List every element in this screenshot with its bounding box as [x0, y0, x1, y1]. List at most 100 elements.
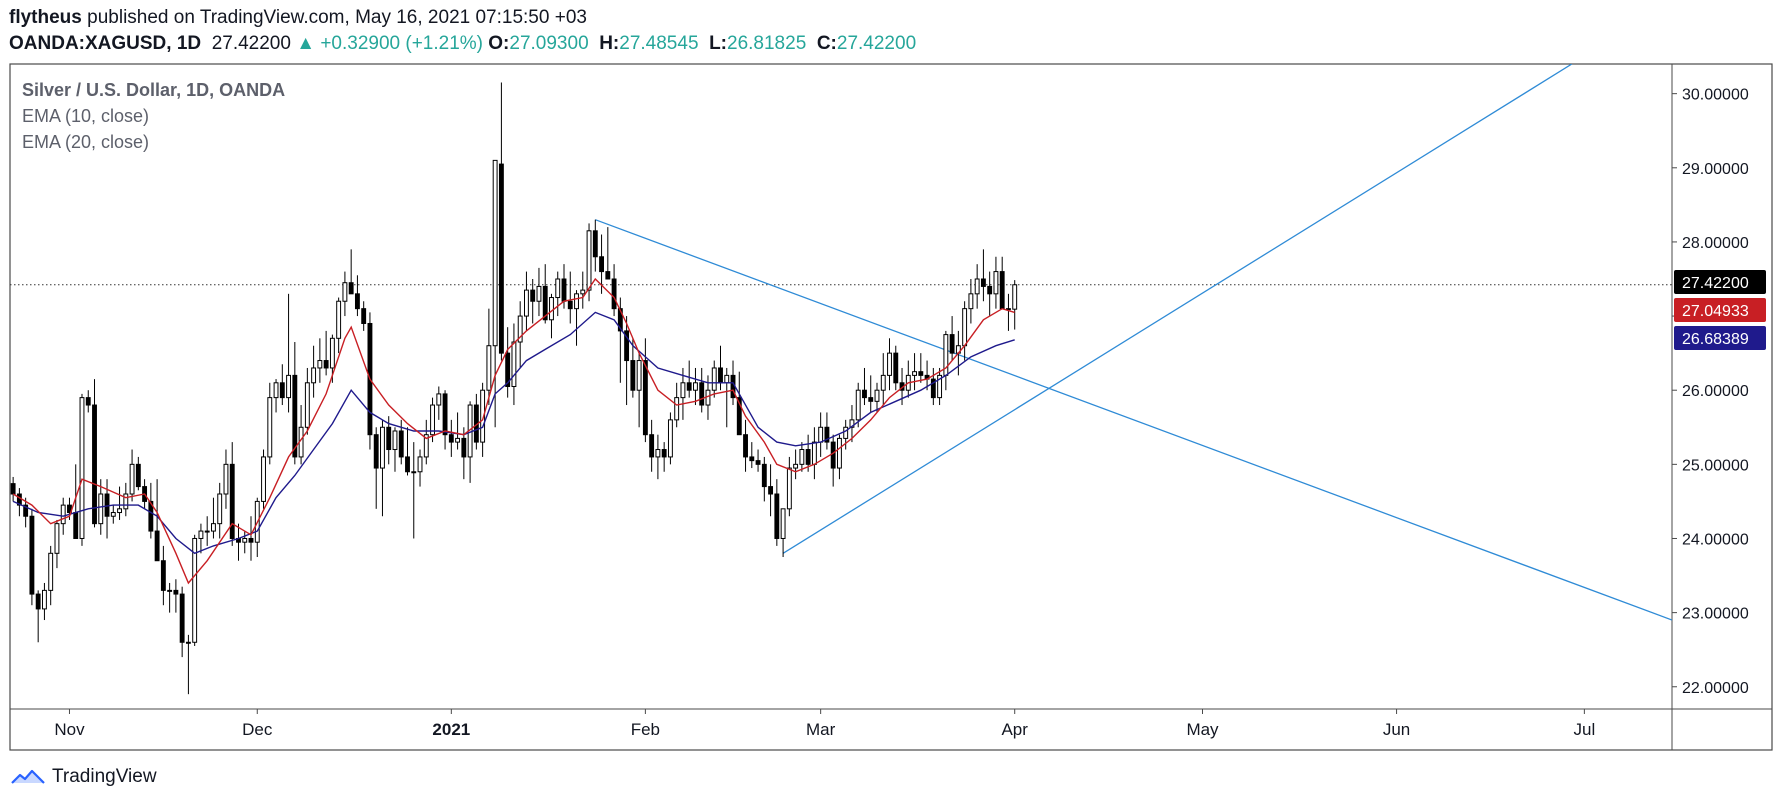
candle-up — [204, 530, 210, 533]
candle-down — [148, 500, 154, 532]
candle-down — [530, 289, 536, 302]
candle-up — [549, 297, 554, 321]
candle-up — [411, 471, 417, 474]
candle-up — [636, 360, 642, 391]
candle-up — [818, 426, 824, 443]
candle-down — [160, 560, 166, 591]
price-tag-label-ema10: 27.04933 — [1682, 303, 1749, 320]
price-chart[interactable]: 30.0000029.0000028.0000027.0000026.00000… — [0, 0, 1783, 760]
candle-up — [786, 467, 792, 510]
candle-down — [498, 163, 504, 354]
y-tick-label: 30.00000 — [1682, 87, 1749, 104]
candle-up — [793, 463, 799, 469]
author-name[interactable]: flytheus — [9, 7, 82, 28]
x-tick-label: May — [1186, 720, 1219, 739]
time-axis[interactable]: Nov Dec 2021 Feb Mar Apr May Jun Jul — [54, 709, 1595, 739]
candle-up — [48, 552, 54, 591]
candle-down — [73, 512, 79, 539]
candle-down — [649, 434, 655, 458]
price-tag-ema10 — [1674, 298, 1766, 322]
candle-up — [580, 289, 586, 295]
candle-down — [774, 493, 780, 539]
candle-down — [323, 360, 329, 369]
candle-down — [918, 371, 924, 376]
candle-down — [592, 230, 598, 258]
candle-up — [874, 389, 880, 402]
candle-up — [524, 289, 529, 317]
candle-up — [799, 449, 805, 465]
candle-down — [354, 293, 360, 310]
candle-up — [811, 441, 817, 465]
legend-ema10[interactable]: EMA (10, close) — [22, 106, 149, 126]
chart-frame — [9, 63, 1773, 751]
candle-up — [912, 371, 917, 376]
candle-down — [599, 256, 604, 273]
x-tick-label: Nov — [54, 720, 85, 739]
legend-ema20[interactable]: EMA (20, close) — [22, 132, 149, 152]
candle-down — [35, 593, 41, 610]
candle-up — [417, 456, 423, 473]
candle-down — [386, 426, 392, 451]
candle-up — [217, 493, 223, 525]
candle-up — [574, 293, 579, 310]
candle-down — [85, 397, 91, 406]
y-tick-label: 22.00000 — [1682, 680, 1749, 697]
y-tick-label: 29.00000 — [1682, 161, 1749, 178]
publish-line: flytheus published on TradingView.com, M… — [9, 6, 916, 30]
candle-down — [442, 393, 448, 436]
candle-down — [987, 285, 993, 295]
candle-down — [173, 589, 179, 595]
trendlines[interactable] — [595, 64, 1672, 621]
y-tick-label: 24.00000 — [1682, 531, 1749, 548]
candle-down — [10, 483, 16, 495]
candle-up — [843, 426, 849, 439]
trendline-2[interactable] — [782, 64, 1573, 554]
candle-up — [304, 382, 310, 428]
candle-down — [92, 404, 97, 525]
candle-up — [329, 337, 335, 369]
ema10-line — [12, 277, 1015, 585]
price-axis[interactable]: 30.0000029.0000028.0000027.0000026.00000… — [1672, 87, 1749, 697]
candle-up — [317, 360, 323, 369]
candle-up — [555, 278, 561, 299]
candle-down — [930, 378, 936, 399]
candle-up — [41, 589, 47, 610]
candle-down — [824, 426, 830, 443]
x-tick-label: Jun — [1383, 720, 1410, 739]
candle-down — [642, 360, 648, 436]
candle-up — [60, 504, 66, 525]
candle-up — [98, 493, 104, 525]
candle-down — [768, 486, 774, 495]
tradingview-cloud-icon[interactable] — [10, 766, 46, 788]
candle-up — [536, 285, 542, 302]
candle-up — [336, 300, 342, 339]
candle-up — [392, 430, 398, 451]
candle-down — [292, 374, 298, 458]
candle-down — [461, 437, 467, 458]
candle-up — [968, 293, 974, 310]
candle-down — [361, 308, 367, 324]
candle-down — [542, 285, 548, 321]
candle-down — [743, 434, 748, 458]
y-tick-label: 26.00000 — [1682, 383, 1749, 400]
candle-up — [223, 463, 229, 495]
y-tick-label: 28.00000 — [1682, 235, 1749, 252]
candle-down — [405, 456, 410, 473]
candle-up — [517, 315, 523, 343]
candle-up — [993, 271, 999, 295]
x-tick-label: Jul — [1573, 720, 1595, 739]
x-tick-label: Dec — [242, 720, 273, 739]
candle-up — [836, 437, 842, 469]
candle-down — [893, 352, 899, 384]
candle-up — [937, 374, 943, 399]
candle-down — [605, 271, 611, 280]
change-value: +0.32900 (+1.21%) — [320, 33, 483, 54]
tradingview-brand[interactable]: TradingView — [52, 766, 157, 787]
candle-down — [686, 382, 692, 391]
chart-header: flytheus published on TradingView.com, M… — [9, 6, 916, 56]
candles — [10, 82, 1018, 695]
ema20-line — [12, 311, 1015, 555]
last-price: 27.42200 — [211, 33, 291, 54]
candle-up — [430, 404, 435, 436]
trendline-1[interactable] — [595, 219, 1672, 621]
